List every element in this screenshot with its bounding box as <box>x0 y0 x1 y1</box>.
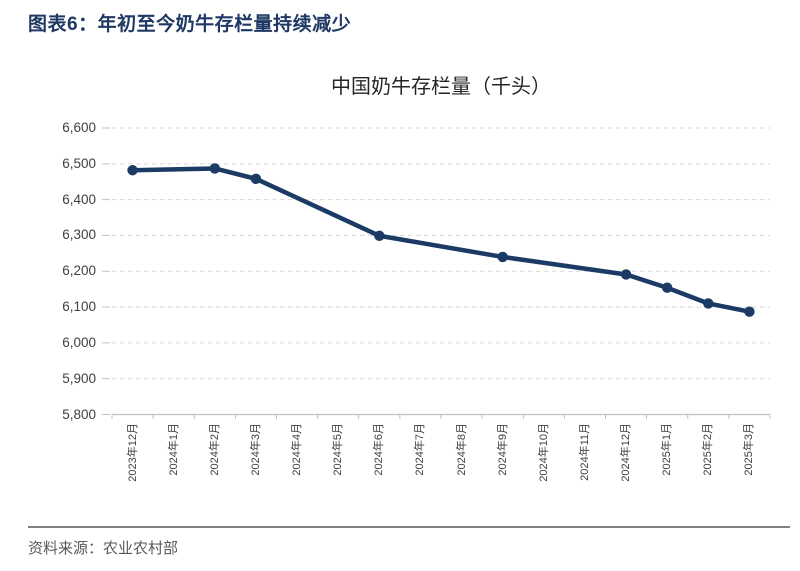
y-axis-label: 5,800 <box>62 406 96 422</box>
data-point-marker <box>127 165 138 176</box>
data-point-marker <box>703 298 714 309</box>
x-axis-label: 2025年1月 <box>661 422 674 476</box>
series-line <box>130 166 752 314</box>
y-axis-label: 6,200 <box>62 263 96 279</box>
plot-area <box>102 127 771 419</box>
data-point-marker <box>620 269 632 280</box>
y-axis-label: 6,000 <box>62 334 96 350</box>
x-axis-label: 2024年12月 <box>620 422 633 482</box>
x-axis-label: 2024年2月 <box>208 422 221 476</box>
data-point-marker <box>374 230 385 241</box>
x-axis-label: 2024年9月 <box>496 422 509 476</box>
data-point-marker <box>250 173 262 185</box>
figure-title: 图表6：年初至今奶牛存栏量持续减少 <box>28 14 352 35</box>
data-point-marker <box>661 282 673 293</box>
y-axis-label: 6,600 <box>62 120 96 135</box>
x-axis-label: 2024年10月 <box>537 422 550 482</box>
source-note: 资料来源：农业农村部 <box>28 540 179 557</box>
x-axis-label: 2024年1月 <box>167 422 180 476</box>
x-axis-label: 2024年11月 <box>578 422 591 481</box>
x-axis-label: 2024年8月 <box>455 422 468 476</box>
data-point-marker <box>744 306 755 317</box>
y-axis-label: 5,900 <box>62 370 96 386</box>
y-axis-label: 6,300 <box>62 227 96 243</box>
y-axis-label: 6,400 <box>62 191 96 207</box>
x-axis-label: 2024年4月 <box>291 422 304 476</box>
data-point-marker <box>209 163 221 174</box>
footer-divider <box>28 526 790 528</box>
x-axis-label: 2024年3月 <box>249 422 262 476</box>
y-axis-label: 6,500 <box>62 155 96 171</box>
x-axis-label: 2024年6月 <box>373 422 386 476</box>
y-axis-label: 6,100 <box>62 299 96 315</box>
x-axis-label: 2023年12月 <box>126 422 139 482</box>
chart-title: 中国奶牛存栏量（千头） <box>331 76 551 98</box>
x-axis-label: 2024年7月 <box>414 422 427 476</box>
x-axis-label: 2025年3月 <box>743 422 756 476</box>
data-point-marker <box>497 251 508 263</box>
x-axis-label: 2024年5月 <box>332 422 345 476</box>
x-axis-label: 2025年2月 <box>702 422 715 476</box>
